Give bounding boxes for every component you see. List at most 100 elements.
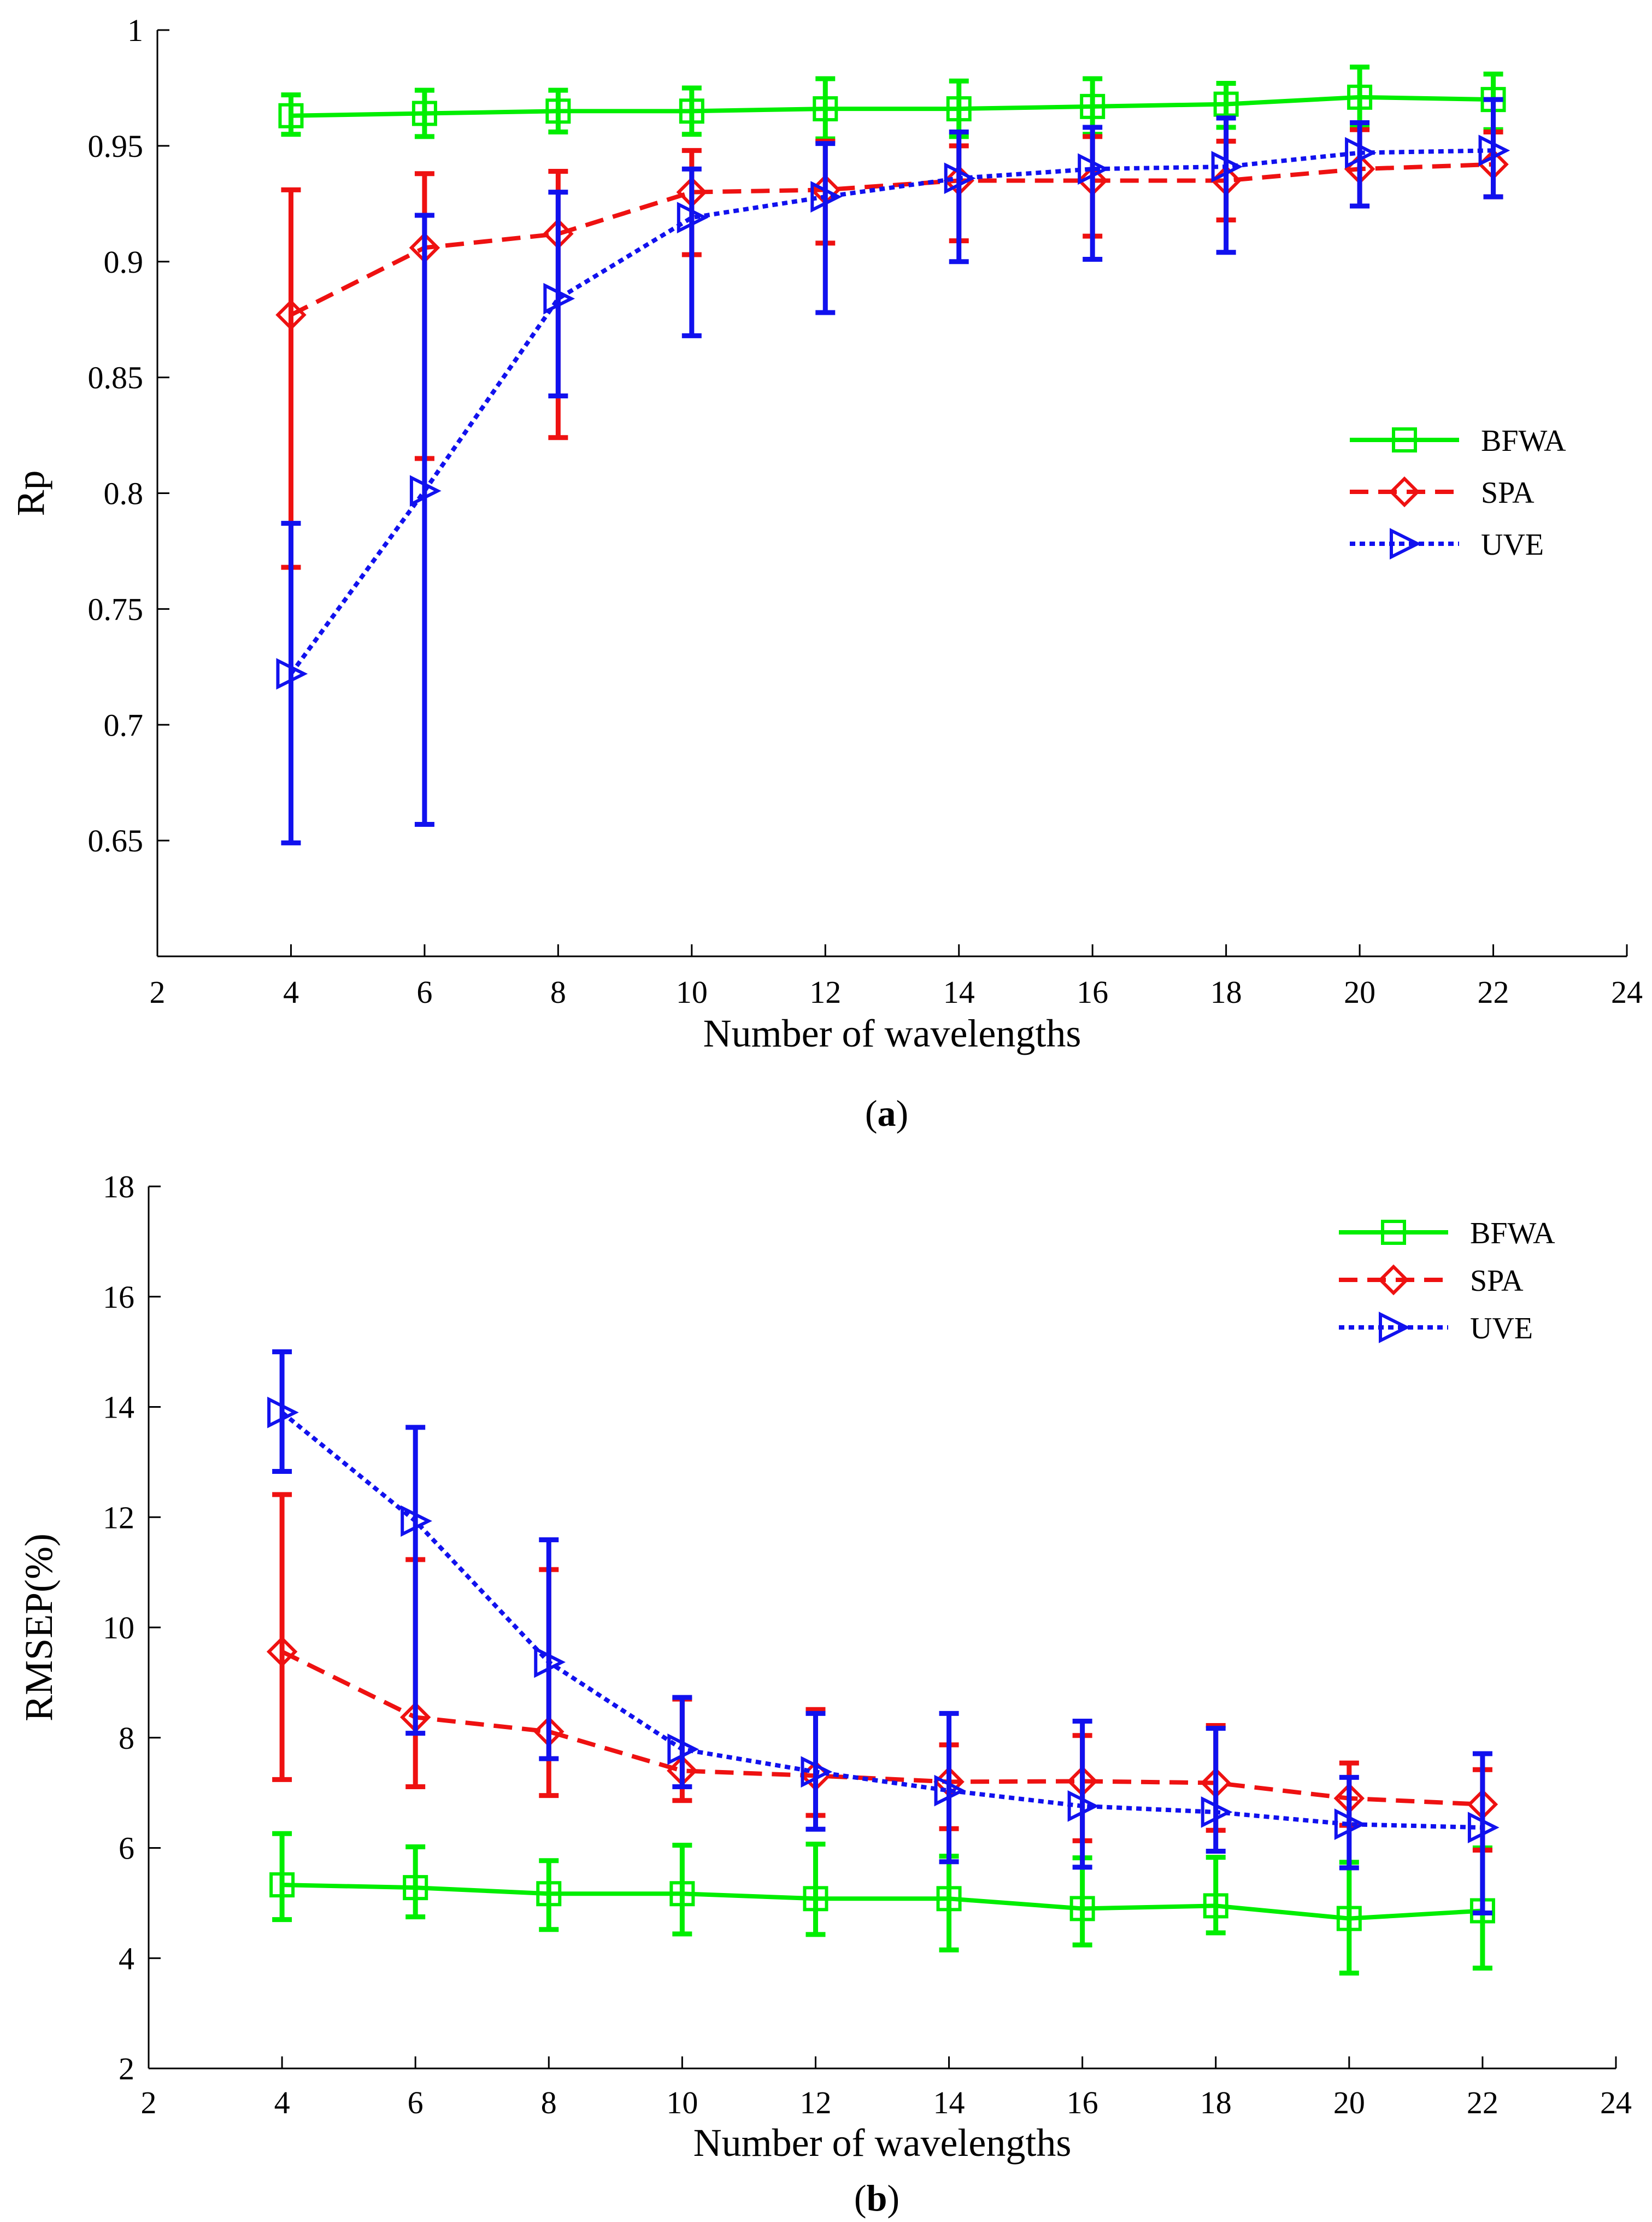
data-point — [803, 1886, 828, 1912]
data-point — [536, 1881, 562, 1907]
series-uve — [267, 1349, 1500, 1916]
series-line — [291, 95, 1494, 118]
data-point — [813, 96, 838, 122]
y-tick-label: 14 — [103, 1390, 134, 1425]
y-tick-label: 4 — [119, 1941, 134, 1976]
data-point — [1201, 1796, 1233, 1828]
data-point — [801, 1756, 833, 1788]
legend-marker — [1392, 427, 1417, 452]
data-point — [409, 475, 442, 507]
legend-item-bfwa: BFWA — [1339, 1216, 1555, 1250]
y-tick-label: 0.85 — [88, 360, 144, 396]
y-tick-label: 12 — [103, 1500, 134, 1535]
x-tick-label: 24 — [1600, 2085, 1632, 2120]
legend-marker — [1381, 1220, 1406, 1245]
x-tick-label: 10 — [676, 974, 708, 1010]
legend-marker — [1390, 528, 1421, 560]
y-tick-label: 0.9 — [104, 244, 144, 280]
data-point — [1467, 1812, 1500, 1844]
y-tick-label: 6 — [119, 1831, 134, 1866]
axes: 2 4 6 8 10 12 14 16 18 20 22 240.650.70.750.80.850.… — [88, 13, 1643, 1010]
y-tick-label: 2 — [119, 2051, 134, 2086]
panel-caption: (a) — [865, 1092, 908, 1134]
legend-item-bfwa: BFWA — [1350, 424, 1566, 458]
data-point — [1347, 84, 1373, 110]
x-tick-label: 8 — [541, 2085, 557, 2120]
data-point — [275, 299, 307, 331]
y-tick-label: 10 — [103, 1610, 134, 1645]
panel-b-rmsep-chart: 2 4 6 8 10 12 14 16 18 20 22 2424681012141618Number… — [17, 1169, 1632, 2219]
legend-label: SPA — [1481, 476, 1535, 510]
data-point — [534, 1646, 566, 1678]
series-uve — [276, 97, 1510, 845]
panel-caption: (b) — [854, 2177, 900, 2219]
legend-marker — [1389, 476, 1420, 508]
x-tick-label: 2 — [141, 2085, 157, 2120]
x-tick-label: 20 — [1333, 2085, 1365, 2120]
x-tick-label: 12 — [799, 2085, 831, 2120]
legend-marker — [1379, 1312, 1410, 1343]
data-point — [1334, 1808, 1366, 1840]
data-point — [403, 1875, 428, 1901]
legend-label: UVE — [1481, 528, 1544, 562]
series-spa — [275, 127, 1509, 570]
data-point — [1067, 1790, 1100, 1822]
legend-label: BFWA — [1470, 1216, 1555, 1250]
legend-item-uve: UVE — [1339, 1312, 1533, 1345]
legend-label: UVE — [1470, 1312, 1533, 1345]
y-tick-label: 8 — [119, 1720, 134, 1756]
series-line — [280, 1410, 1483, 1830]
x-axis-title: Number of wavelengths — [703, 1012, 1081, 1055]
panel-a-rp-chart: 2 4 6 8 10 12 14 16 18 20 22 240.650.70.750.80.850.… — [9, 13, 1643, 1134]
x-tick-label: 22 — [1467, 2085, 1498, 2120]
x-tick-label: 16 — [1077, 974, 1108, 1010]
series-line — [289, 148, 1494, 675]
data-point — [1211, 151, 1243, 183]
data-point — [944, 162, 976, 195]
legend-label: BFWA — [1481, 424, 1566, 458]
data-point — [810, 181, 842, 213]
data-point — [1078, 153, 1109, 185]
data-point — [934, 1774, 966, 1807]
x-tick-label: 16 — [1067, 2085, 1098, 2120]
series-line — [281, 1649, 1483, 1807]
data-point — [269, 1872, 295, 1898]
data-point — [1213, 91, 1239, 117]
x-tick-label: 18 — [1200, 2085, 1232, 2120]
data-point — [1203, 1893, 1228, 1919]
y-tick-label: 16 — [103, 1279, 134, 1315]
legend-marker — [1378, 1264, 1409, 1296]
series-line — [290, 162, 1494, 317]
x-tick-label: 10 — [666, 2085, 698, 2120]
data-point — [677, 202, 709, 234]
data-point — [1069, 1896, 1095, 1921]
y-tick-label: 1 — [127, 13, 143, 48]
legend-item-spa: SPA — [1339, 1264, 1524, 1298]
data-point — [411, 101, 437, 126]
y-tick-label: 0.95 — [88, 128, 144, 164]
legend-label: SPA — [1470, 1264, 1524, 1298]
data-point — [1478, 134, 1510, 167]
data-point — [1345, 137, 1377, 169]
series-bfwa — [278, 64, 1506, 142]
x-tick-label: 8 — [550, 974, 566, 1010]
data-point — [545, 98, 571, 124]
data-point — [667, 1733, 699, 1765]
y-tick-label: 0.65 — [88, 823, 144, 859]
series-spa — [266, 1492, 1498, 1853]
legend-item-uve: UVE — [1350, 528, 1544, 562]
x-tick-label: 4 — [283, 974, 299, 1010]
y-tick-label: 0.75 — [88, 591, 144, 627]
data-point — [276, 658, 308, 690]
x-tick-label: 24 — [1611, 974, 1643, 1010]
legend-item-spa: SPA — [1350, 476, 1535, 510]
x-tick-label: 6 — [408, 2085, 424, 2120]
y-tick-label: 0.7 — [104, 707, 144, 743]
x-axis-title: Number of wavelengths — [693, 2121, 1072, 2165]
x-tick-label: 20 — [1344, 974, 1375, 1010]
data-point — [946, 96, 972, 122]
data-point — [1080, 93, 1106, 119]
x-tick-label: 22 — [1478, 974, 1509, 1010]
